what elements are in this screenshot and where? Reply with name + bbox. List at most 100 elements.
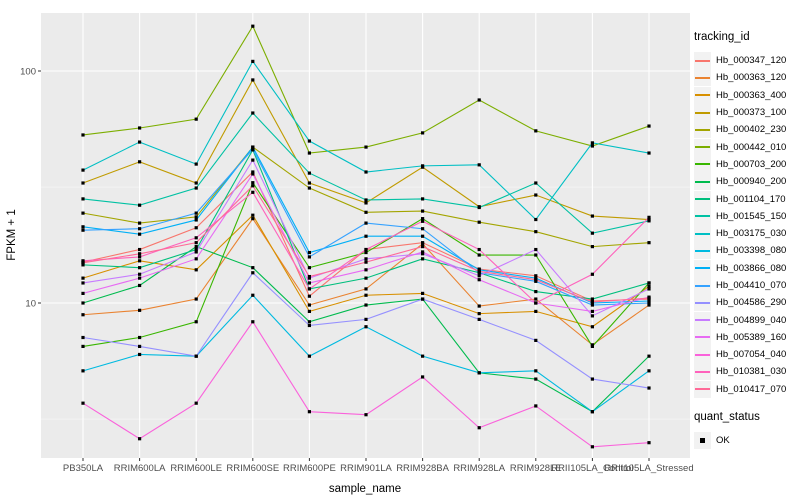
y-tick-label: 100 [20,67,36,78]
shape-legend-title: quant_status [694,410,760,423]
x-tick-label: RRII105LA_Stressed [604,463,693,474]
data-point [364,325,368,329]
legend-label: Hb_010381_030 [716,366,787,378]
data-point [421,375,425,379]
data-point [590,214,594,218]
data-point [647,296,651,300]
quant-status-label: OK [716,435,730,447]
legend-item: Hb_004899_040 [694,311,798,329]
data-point [421,197,425,201]
x-tick-label: RRIM928BA [396,463,449,474]
data-point [138,126,142,130]
data-point [251,78,255,82]
data-point [194,181,198,185]
data-point [81,401,85,405]
data-point [307,186,311,190]
legend-label: Hb_004899_040 [716,314,787,326]
data-point [477,205,481,210]
shape-legend-rows: OK [694,432,798,450]
legend-color-line-icon [695,284,710,287]
legend-color-line-icon [695,128,710,131]
data-point [590,344,594,349]
data-point [647,284,651,288]
legend-color-line-icon [695,319,710,322]
data-point [590,314,594,318]
data-point [251,147,255,151]
legend-item: Hb_004586_290 [694,294,798,312]
data-point [647,287,651,291]
data-point [81,344,85,349]
data-point [364,303,368,307]
data-point [307,171,311,175]
legend-key [694,69,711,87]
data-point [647,301,651,305]
data-point [138,247,142,252]
data-point [81,211,85,215]
legend-key [694,432,711,450]
data-point [194,226,198,230]
legend-label: Hb_000703_200 [716,158,787,170]
data-point [534,129,538,133]
data-point [138,160,142,164]
data-point [307,274,311,279]
data-point [364,170,368,174]
data-point [590,309,594,314]
legend-key [694,346,711,364]
data-point [307,181,311,185]
data-point [590,144,594,148]
data-point [307,303,311,307]
data-point [534,217,538,222]
legend-color-line-icon [695,301,710,304]
legend-key [694,121,711,139]
y-tick-labels: 100 10 [20,67,36,310]
legend-color-line-icon [695,59,710,62]
data-point [138,266,142,270]
data-point [138,203,142,207]
legend-label: Hb_001545_150 [716,210,787,222]
data-point [421,217,425,221]
data-point [307,410,311,414]
legend-key [694,86,711,104]
x-tick-label: RRIM600LA [114,463,166,474]
data-point [421,354,425,358]
data-point [590,245,594,249]
legend-key [694,173,711,191]
data-point [307,323,311,328]
data-point [477,312,481,316]
data-point [251,293,255,297]
data-point [251,190,255,194]
data-point [590,445,594,449]
data-point [534,193,538,197]
y-tick-label: 10 [25,299,36,310]
data-point [590,141,594,145]
data-point [307,309,311,314]
data-point [590,325,594,329]
legend-key [694,380,711,398]
legend-key [694,138,711,156]
data-point [477,278,481,282]
data-point [138,140,142,144]
data-point [251,59,255,63]
data-point [194,320,198,324]
data-point [81,301,85,305]
data-point [194,236,198,240]
data-point [477,220,481,224]
legend-key [694,311,711,329]
legend-item: Hb_000940_200 [694,173,798,191]
data-point [138,308,142,312]
legend-color-line-icon [695,180,710,183]
data-point [81,228,85,232]
data-point [138,352,142,357]
data-point [477,274,481,278]
legend: tracking_id Hb_000347_120 Hb_000363_120 Hb… [694,31,798,450]
data-point [81,335,85,340]
legend-color-line-icon [695,370,710,373]
legend-color-line-icon [695,111,710,114]
legend-key [694,155,711,173]
legend-item: Hb_001545_150 [694,207,798,225]
data-point [194,162,198,166]
data-point [81,259,85,263]
legend-item: Hb_003398_080 [694,242,798,260]
legend-label: Hb_000347_120 [716,55,787,67]
